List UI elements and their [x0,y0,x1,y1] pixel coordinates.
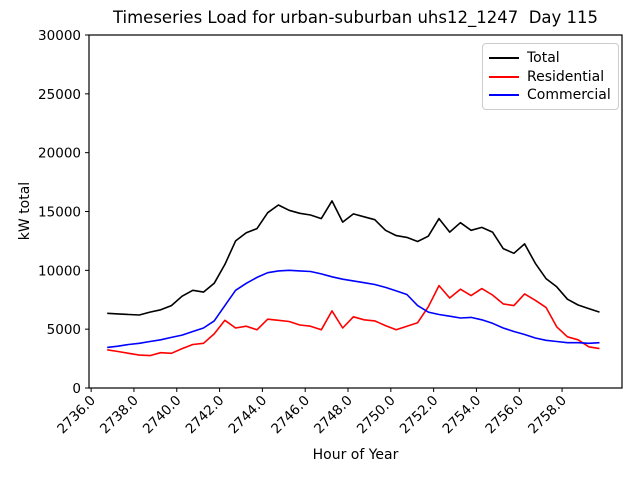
x-tick-label: 2752.0 [397,393,442,438]
series-line-total [107,200,600,316]
x-tick-label: 2746.0 [268,393,313,438]
x-tick-label: 2754.0 [440,393,485,438]
legend-label: Residential [527,68,605,85]
legend-entry-residential: Residential [489,68,612,86]
legend-label: Total [527,50,560,66]
x-tick-label: 2758.0 [525,393,570,438]
legend-entry-total: Total [489,49,612,67]
y-tick-label: 5000 [47,322,81,338]
x-axis-label: Hour of Year [312,447,399,463]
y-tick-label: 10000 [38,263,81,279]
x-tick-label: 2748.0 [311,393,356,438]
series-line-commercial [107,269,600,349]
y-tick-label: 20000 [38,146,81,162]
x-tick-label: 2756.0 [482,393,527,438]
y-tick-label: 0 [72,381,81,397]
y-tick-label: 25000 [38,87,81,103]
x-tick-label: 2744.0 [225,393,270,438]
x-tick-label: 2742.0 [183,393,228,438]
axes-spines [88,34,623,389]
x-tick-label: 2736.0 [54,393,99,438]
legend-line-sample [489,75,519,78]
x-tick-label: 2750.0 [354,393,399,438]
legend-label: Commercial [527,87,611,103]
legend: Total Residential Commercial [482,43,619,110]
y-tick-label: 30000 [38,28,81,44]
series-line-residential [107,284,600,357]
y-tick-label: 15000 [38,205,81,221]
x-tick-label: 2738.0 [97,393,142,438]
legend-line-sample [489,57,519,59]
legend-line-sample [489,94,519,96]
chart-title: Timeseries Load for urban-suburban uhs12… [112,8,599,27]
legend-entry-commercial: Commercial [489,86,612,104]
x-tick-label: 2740.0 [140,393,185,438]
